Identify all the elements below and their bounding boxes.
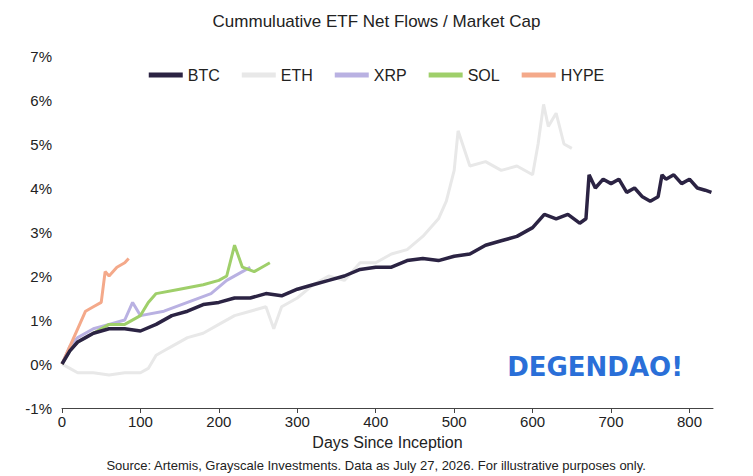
svg-text:800: 800 [677,413,702,430]
svg-text:Source: Artemis, Grayscale Inv: Source: Artemis, Grayscale Investments. … [106,458,646,473]
svg-text:5%: 5% [30,136,52,153]
svg-text:DEGENDAO!: DEGENDAO! [507,352,683,382]
svg-text:4%: 4% [30,180,52,197]
svg-text:-1%: -1% [25,400,52,417]
svg-text:3%: 3% [30,224,52,241]
svg-text:2%: 2% [30,268,52,285]
svg-text:HYPE: HYPE [561,67,605,84]
svg-text:300: 300 [285,413,310,430]
svg-text:Days Since Inception: Days Since Inception [312,434,462,451]
svg-text:400: 400 [363,413,388,430]
svg-text:ETH: ETH [281,67,313,84]
svg-text:0%: 0% [30,356,52,373]
svg-text:600: 600 [520,413,545,430]
svg-text:700: 700 [599,413,624,430]
svg-text:100: 100 [128,413,153,430]
svg-text:BTC: BTC [188,67,220,84]
svg-text:500: 500 [442,413,467,430]
svg-text:XRP: XRP [374,67,407,84]
svg-text:SOL: SOL [468,67,500,84]
svg-text:7%: 7% [30,48,52,65]
svg-text:Cummuluative ETF Net Flows / M: Cummuluative ETF Net Flows / Market Cap [213,12,541,31]
svg-text:200: 200 [206,413,231,430]
svg-text:1%: 1% [30,312,52,329]
svg-text:0: 0 [58,413,66,430]
svg-text:6%: 6% [30,92,52,109]
